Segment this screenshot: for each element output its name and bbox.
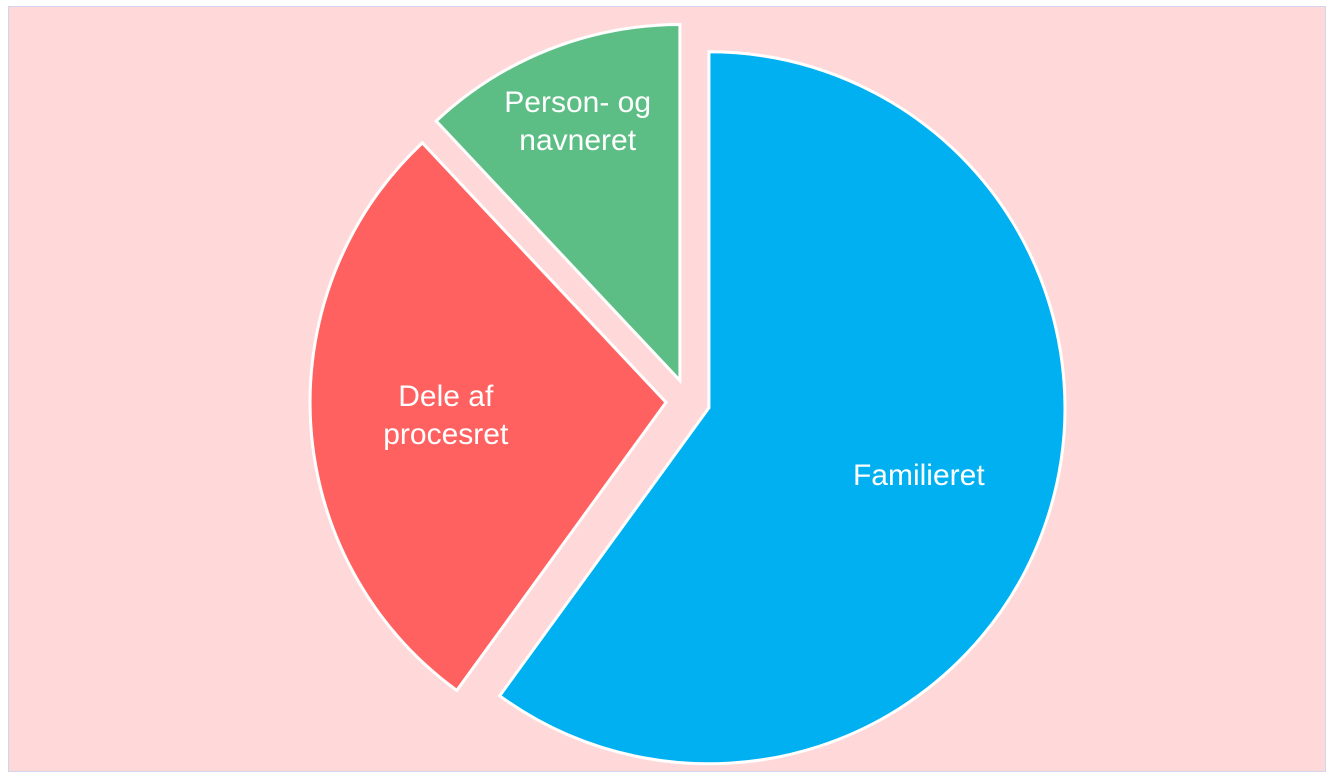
slice-label-box: Familieret <box>852 459 985 492</box>
pie-slice <box>497 50 1067 766</box>
pie-slice <box>308 140 668 693</box>
pie-slice <box>434 23 682 385</box>
slice-label: Dele af procesret <box>383 380 509 452</box>
slice-label-box: Dele af procesret <box>383 380 509 452</box>
slice-label: Person- og navneret <box>504 86 652 158</box>
slice-label: Familieret <box>852 459 985 492</box>
slice-label-box: Person- og navneret <box>504 86 652 158</box>
